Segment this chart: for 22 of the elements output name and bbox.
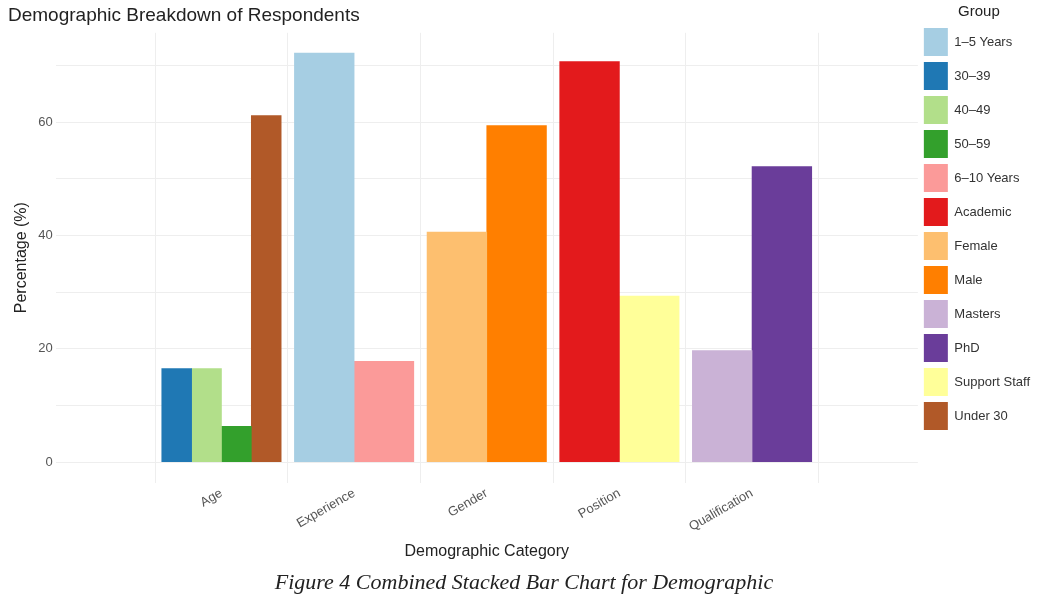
legend-label: 1–5 Years [954,33,1013,49]
y-tick-label: 20 [38,340,53,356]
legend-label: 6–10 Years [954,169,1020,185]
legend-label: Female [954,237,998,253]
legend-label: Under 30 [954,407,1008,423]
chart-title: Demographic Breakdown of Respondents [8,3,360,25]
legend-label: PhD [954,339,980,355]
y-tick-label: 60 [38,113,53,129]
x-tick-label: Age [197,484,225,510]
y-tick-label: 40 [38,227,53,243]
legend-title: Group [958,1,1000,19]
legend-label: Masters [954,305,1002,321]
legend-label: Academic [954,203,1012,219]
legend-label: Support Staff [954,373,1031,389]
x-axis-title: Demographic Category [404,541,570,559]
legend-label: Male [954,271,983,287]
y-tick-label: 0 [45,453,53,469]
y-axis-title: Percentage (%) [12,202,30,314]
caption: Figure 4 Combined Stacked Bar Chart for Demographic [273,569,775,595]
legend-label: 40–49 [954,101,991,117]
legend-label: 50–59 [954,135,991,151]
legend-label: 30–39 [954,67,991,83]
